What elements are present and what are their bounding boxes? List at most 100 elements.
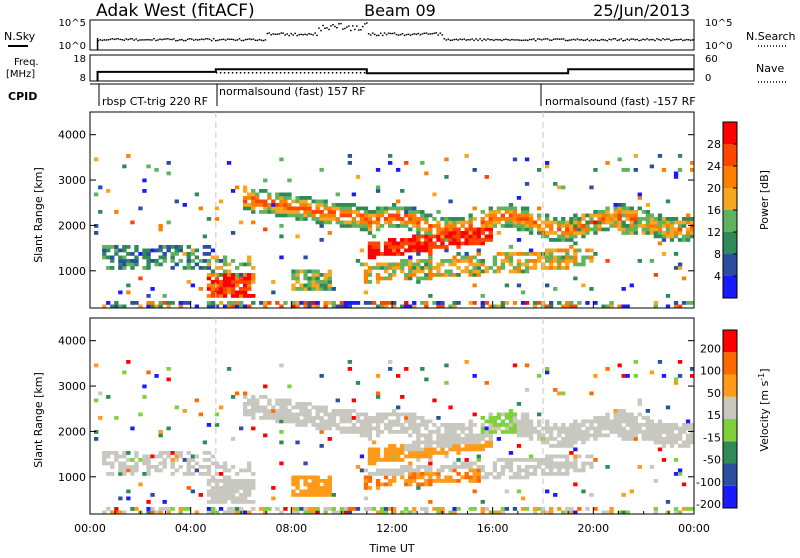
power-cell xyxy=(291,213,296,218)
power-cell xyxy=(657,213,663,218)
power-cell xyxy=(589,227,594,232)
power-cell xyxy=(247,259,252,263)
power-cell xyxy=(102,245,107,249)
power-cell xyxy=(347,154,353,158)
colorbar-swatch xyxy=(723,330,737,353)
power-cell xyxy=(577,217,582,221)
power-cell xyxy=(677,227,683,232)
sky-trace-point xyxy=(411,33,414,36)
velocity-cell xyxy=(557,507,562,511)
velocity-cell xyxy=(239,496,244,501)
velocity-cell xyxy=(392,409,397,413)
velocity-cell xyxy=(545,489,550,494)
velocity-cell xyxy=(609,507,614,511)
velocity-cell xyxy=(404,454,409,459)
power-cell xyxy=(416,266,421,270)
velocity-cell xyxy=(528,423,534,427)
colorbar-frame xyxy=(722,329,738,509)
velocity-cell xyxy=(327,437,332,441)
sky-trace-point xyxy=(181,39,183,41)
velocity-cell xyxy=(452,468,457,473)
velocity-cell xyxy=(170,472,175,476)
power-cell xyxy=(621,210,626,214)
sky-trace-point xyxy=(127,38,129,41)
power-cell xyxy=(287,213,292,218)
power-cell xyxy=(448,304,453,308)
power-cell xyxy=(222,294,228,298)
power-cell xyxy=(126,154,131,158)
power-cell xyxy=(239,220,244,225)
sky-trace-point xyxy=(191,38,193,40)
velocity-cell xyxy=(134,454,139,459)
power-cell xyxy=(613,224,618,228)
power-cell xyxy=(388,241,393,246)
velocity-cell xyxy=(275,402,280,406)
velocity-cell xyxy=(464,433,469,438)
velocity-cell xyxy=(218,486,224,490)
velocity-cell xyxy=(400,458,405,462)
sky-trace-point xyxy=(187,38,189,40)
power-cell xyxy=(605,304,610,308)
velocity-cell xyxy=(239,479,244,483)
sky-trace-point xyxy=(676,39,678,41)
power-cell xyxy=(633,213,638,218)
power-cell xyxy=(524,157,530,162)
velocity-cell xyxy=(512,416,518,420)
velocity-cell xyxy=(327,419,332,424)
velocity-cell xyxy=(412,454,417,459)
sky-trace-point xyxy=(536,38,539,40)
power-cell xyxy=(359,224,365,228)
sky-trace-point xyxy=(350,29,352,32)
power-cell xyxy=(681,224,687,228)
power-cell xyxy=(476,248,481,253)
velocity-cell xyxy=(428,437,433,441)
power-cell xyxy=(436,266,441,270)
velocity-cell xyxy=(645,430,651,434)
sky-trace-point xyxy=(145,39,147,41)
velocity-cell xyxy=(182,458,187,462)
velocity-cell xyxy=(271,412,276,417)
velocity-cell xyxy=(508,465,514,469)
power-cell xyxy=(545,304,550,308)
velocity-cell xyxy=(424,465,429,469)
velocity-cell xyxy=(396,468,401,473)
velocity-cell xyxy=(456,472,461,476)
power-cell xyxy=(681,217,687,221)
velocity-cell xyxy=(516,430,522,434)
power-cell xyxy=(319,210,324,214)
colorbar-tick-label: -50 xyxy=(703,454,721,467)
velocity-cell xyxy=(371,419,377,424)
velocity-cell xyxy=(601,419,606,424)
velocity-cell xyxy=(565,437,570,441)
velocity-cell xyxy=(428,461,433,466)
velocity-cell xyxy=(323,489,328,494)
power-cell xyxy=(561,185,566,190)
sky-trace-point xyxy=(103,39,106,41)
sky-trace-point xyxy=(481,39,483,42)
power-cell xyxy=(388,220,393,225)
power-cell xyxy=(444,259,449,263)
velocity-cell xyxy=(524,472,530,476)
velocity-cell xyxy=(351,409,357,413)
power-cell xyxy=(283,210,288,214)
sky-trace-point xyxy=(272,33,275,35)
power-cell xyxy=(134,259,139,263)
power-cell xyxy=(557,266,562,270)
velocity-cell xyxy=(388,454,393,459)
power-cell xyxy=(396,199,401,204)
sky-trace-point xyxy=(129,38,131,40)
power-cell xyxy=(524,217,530,221)
power-cell xyxy=(472,227,477,232)
power-cell xyxy=(263,206,268,211)
velocity-cell xyxy=(561,423,566,427)
power-cell xyxy=(428,273,433,277)
velocity-cell xyxy=(428,440,433,445)
velocity-cell xyxy=(198,472,204,476)
sky-trace-point xyxy=(214,39,217,42)
velocity-cell xyxy=(186,465,191,469)
sky-trace-point xyxy=(171,38,173,41)
velocity-cell xyxy=(158,451,163,455)
power-cell xyxy=(214,294,220,298)
sky-trace-point xyxy=(340,22,342,25)
power-cell xyxy=(653,217,659,221)
